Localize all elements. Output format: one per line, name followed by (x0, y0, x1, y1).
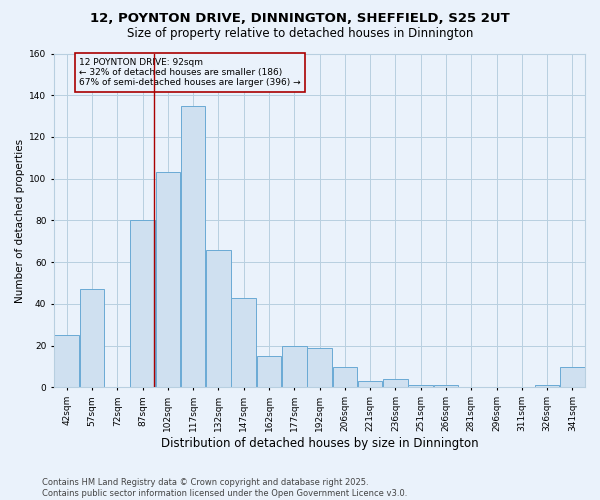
Text: Size of property relative to detached houses in Dinnington: Size of property relative to detached ho… (127, 28, 473, 40)
Bar (80, 290, 104, 388)
Text: 12, POYNTON DRIVE, DINNINGTON, SHEFFIELD, S25 2UT: 12, POYNTON DRIVE, DINNINGTON, SHEFFIELD… (90, 12, 510, 26)
Y-axis label: Number of detached properties: Number of detached properties (15, 138, 25, 302)
Bar (232, 298, 256, 388)
Bar (181, 106, 205, 388)
Bar (358, 381, 382, 388)
Bar (130, 220, 155, 388)
Bar (257, 356, 281, 388)
Bar (307, 348, 332, 388)
Bar (282, 346, 307, 388)
Text: 12 POYNTON DRIVE: 92sqm
← 32% of detached houses are smaller (186)
67% of semi-d: 12 POYNTON DRIVE: 92sqm ← 32% of detache… (79, 58, 301, 88)
Bar (383, 379, 407, 388)
Text: Contains HM Land Registry data © Crown copyright and database right 2025.
Contai: Contains HM Land Registry data © Crown c… (42, 478, 407, 498)
Bar (434, 386, 458, 388)
Bar (409, 386, 433, 388)
Bar (560, 366, 584, 388)
Bar (155, 172, 180, 388)
Bar (332, 366, 357, 388)
Bar (206, 250, 230, 388)
Bar (535, 386, 559, 388)
Bar (55, 336, 79, 388)
X-axis label: Distribution of detached houses by size in Dinnington: Distribution of detached houses by size … (161, 437, 478, 450)
